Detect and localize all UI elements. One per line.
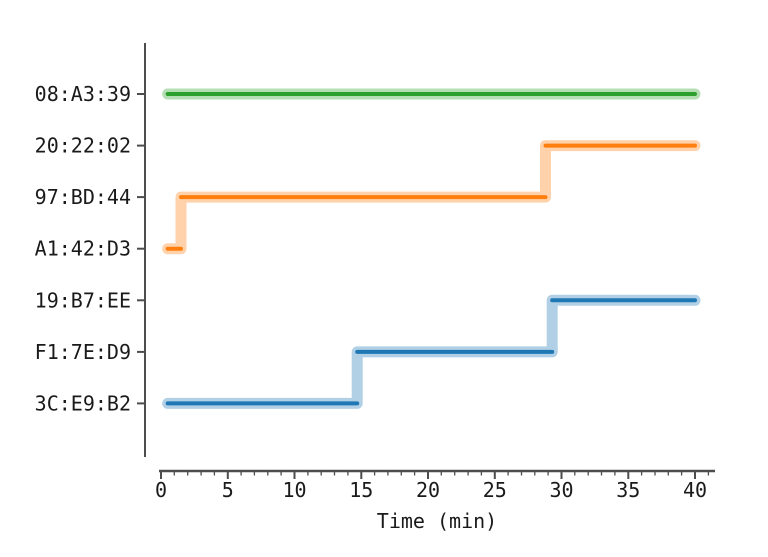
y-tick-label: 19:B7:EE (35, 288, 131, 312)
x-tick-label: 30 (549, 478, 573, 502)
x-tick-label: 35 (616, 478, 640, 502)
y-tick-label: F1:7E:D9 (35, 340, 131, 364)
axes (137, 43, 715, 479)
y-tick-label: 20:22:02 (35, 134, 131, 158)
x-tick-label: 0 (155, 478, 167, 502)
x-tick-label: 20 (416, 478, 440, 502)
x-tick-label: 10 (282, 478, 306, 502)
series-blue-track (162, 294, 701, 409)
y-tick-label: 97:BD:44 (35, 185, 131, 209)
x-axis-title: Time (min) (377, 509, 497, 533)
x-tick-label: 40 (683, 478, 707, 502)
series-orange-track (162, 140, 701, 255)
axis-labels: 08:A3:39 20:22:02 97:BD:44 A1:42:D3 19:B7:EE… (35, 82, 707, 533)
x-tick-label: 25 (483, 478, 507, 502)
y-tick-label: 08:A3:39 (35, 82, 131, 106)
x-tick-label: 5 (222, 478, 234, 502)
x-tick-label: 15 (349, 478, 373, 502)
y-tick-label: A1:42:D3 (35, 237, 131, 261)
y-tick-label: 3C:E9:B2 (35, 391, 131, 415)
